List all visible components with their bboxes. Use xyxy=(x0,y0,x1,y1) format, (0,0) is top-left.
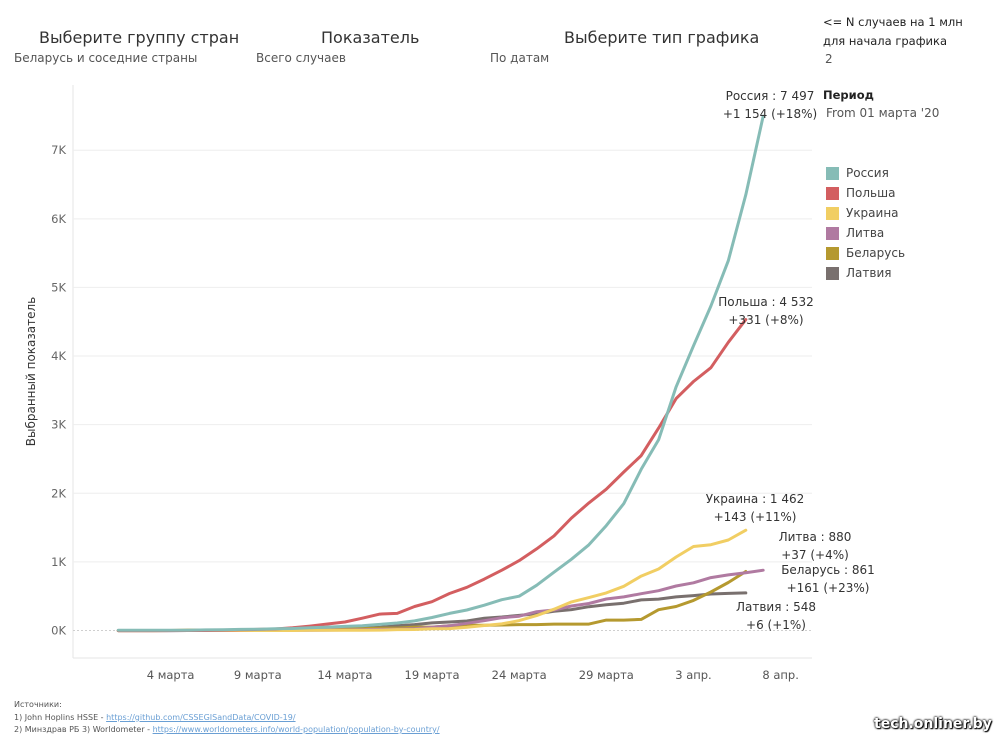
threshold-label-line1: <= N случаев на 1 млн xyxy=(823,15,963,29)
legend-swatch-poland xyxy=(826,186,839,200)
sources-line-1: 1) John Hoplins HSSE - https://github.co… xyxy=(14,712,440,725)
sources-line-2: 2) Минздрав РБ 3) Worldometer - https://… xyxy=(14,724,440,737)
y-tick-label: 0K xyxy=(51,624,66,638)
legend-swatch-ukraine xyxy=(826,206,839,220)
group-filter-title: Выберите группу стран xyxy=(39,28,240,47)
series-line-russia xyxy=(116,114,765,632)
x-tick-label: 24 марта xyxy=(492,668,547,682)
period-label: Период xyxy=(823,88,874,102)
series-line-ukraine xyxy=(116,528,748,633)
end-label-title: Россия : 7 497 xyxy=(726,89,815,103)
sources-line-1-text: 1) John Hoplins HSSE - xyxy=(14,712,107,722)
threshold-label-line2: для начала графика xyxy=(823,34,948,48)
legend-label-lithuania: Литва xyxy=(846,226,885,240)
legend-item-poland[interactable]: Польша xyxy=(826,183,905,203)
x-tick-label: 9 марта xyxy=(234,668,282,682)
y-tick-label: 2K xyxy=(51,486,66,500)
end-label-change: +1 154 (+18%) xyxy=(723,107,817,121)
legend-swatch-belarus xyxy=(826,246,839,260)
x-tick-label: 14 марта xyxy=(317,668,372,682)
watermark: tech.onliner.by xyxy=(874,716,992,732)
end-label-title: Беларусь : 861 xyxy=(781,563,875,577)
end-label-change: +143 (+11%) xyxy=(714,510,797,524)
y-tick-label: 4K xyxy=(51,349,66,363)
chart-type-filter-title: Выберите тип графика xyxy=(564,28,760,47)
x-tick-label: 19 марта xyxy=(405,668,460,682)
legend-swatch-lithuania xyxy=(826,226,839,240)
x-tick-label: 8 апр. xyxy=(762,668,799,682)
legend-swatch-latvia xyxy=(826,266,839,280)
x-tick-label: 29 марта xyxy=(579,668,634,682)
period-value[interactable]: From 01 марта '20 xyxy=(826,106,940,120)
sources-note: Источники: 1) John Hoplins HSSE - https:… xyxy=(14,699,440,737)
end-label-change: +331 (+8%) xyxy=(728,313,803,327)
legend-item-ukraine[interactable]: Украина xyxy=(826,203,905,223)
y-tick-label: 3K xyxy=(51,418,66,432)
end-label-change: +161 (+23%) xyxy=(787,581,870,595)
y-tick-label: 1K xyxy=(51,555,66,569)
group-filter-value[interactable]: Беларусь и соседние страны xyxy=(14,51,198,65)
legend-label-belarus: Беларусь xyxy=(846,246,906,260)
metric-filter-title: Показатель xyxy=(321,28,420,47)
legend-swatch-russia xyxy=(826,166,839,180)
series-line-latvia xyxy=(116,591,748,633)
legend-item-lithuania[interactable]: Литва xyxy=(826,223,905,243)
end-label-title: Литва : 880 xyxy=(779,530,852,544)
y-axis-title: Выбранный показатель xyxy=(24,297,38,447)
x-tick-label: 3 апр. xyxy=(675,668,712,682)
end-label-title: Латвия : 548 xyxy=(736,600,816,614)
x-tick-label: 4 марта xyxy=(147,668,195,682)
end-label-title: Польша : 4 532 xyxy=(718,295,813,309)
legend-label-latvia: Латвия xyxy=(846,266,892,280)
source-link-jhu[interactable]: https://github.com/CSSEGISandData/COVID-… xyxy=(106,712,296,722)
legend-item-belarus[interactable]: Беларусь xyxy=(826,243,905,263)
legend-label-russia: Россия xyxy=(846,166,889,180)
threshold-value[interactable]: 2 xyxy=(825,52,833,66)
legend-label-poland: Польша xyxy=(846,186,896,200)
legend-item-latvia[interactable]: Латвия xyxy=(826,263,905,283)
legend-item-russia[interactable]: Россия xyxy=(826,163,905,183)
y-tick-label: 7K xyxy=(51,143,66,157)
end-label-change: +6 (+1%) xyxy=(746,618,806,632)
series-line-poland xyxy=(116,318,748,633)
chart-legend: Россия Польша Украина Литва Беларусь Лат… xyxy=(826,163,905,283)
end-label-title: Украина : 1 462 xyxy=(706,492,805,506)
legend-label-ukraine: Украина xyxy=(846,206,899,220)
sources-heading: Источники: xyxy=(14,700,62,709)
y-tick-label: 6K xyxy=(51,212,66,226)
sources-line-2-text: 2) Минздрав РБ 3) Worldometer - xyxy=(14,725,153,734)
chart-type-filter-value[interactable]: По датам xyxy=(490,51,550,65)
y-tick-label: 5K xyxy=(51,280,66,294)
end-label-change: +37 (+4%) xyxy=(781,548,849,562)
metric-filter-value[interactable]: Всего случаев xyxy=(256,51,346,65)
source-link-worldometer[interactable]: https://www.worldometers.info/world-popu… xyxy=(152,725,440,734)
